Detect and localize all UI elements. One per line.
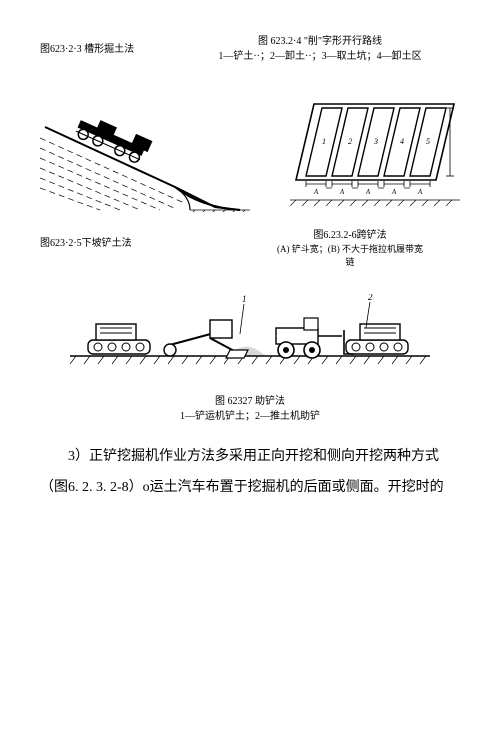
fig-6-23-2-7-title: 图 62327 助铲法: [40, 394, 460, 409]
figure-row-bottom: 12: [40, 294, 460, 374]
svg-text:A: A: [313, 188, 319, 196]
svg-text:2: 2: [368, 294, 373, 302]
figure-row-mid: 1 2 3 4 5 A A A A A: [40, 92, 460, 212]
document-page: 图623·2·3 槽形掘土法 图 623.2·4 "削"字形开行路线 1—铲土·…: [0, 0, 500, 736]
svg-text:A: A: [339, 188, 345, 196]
fig-6-23-2-4-title: 图 623.2·4 "削"字形开行路线: [180, 34, 460, 49]
fig-6-23-2-5-caption: 图623·2·5下坡铲土法: [40, 228, 240, 251]
fig-6-23-2-6-title: 图6.23.2-6跨铲法: [240, 228, 460, 243]
fig-assist-scoop: 12: [70, 294, 430, 374]
svg-text:4: 4: [400, 137, 404, 146]
fig-6-23-2-3-caption: 图623·2·3 槽形掘土法: [40, 34, 180, 57]
svg-text:1: 1: [242, 294, 247, 304]
fig-cross-scoop: 1 2 3 4 5 A A A A A: [290, 92, 460, 212]
svg-text:3: 3: [373, 137, 378, 146]
paragraph-2: （图6. 2. 3. 2-8）o运土汽车布置于挖掘机的后面或侧面。开挖时的: [40, 473, 460, 504]
caption-row-mid: 图623·2·5下坡铲土法 图6.23.2-6跨铲法 (A) 铲斗宽；(B) 不…: [40, 228, 460, 268]
fig-6-23-2-6-legend: (A) 铲斗宽；(B) 不大于拖拉机履带宽 链: [240, 243, 460, 268]
fig-6-23-2-7-legend: 1—铲运机铲土；2—推土机助铲: [40, 409, 460, 424]
fig-6-23-2-4-legend: 1—铲土··；2—卸土··；3—取土坑；4—卸土区: [180, 49, 460, 64]
paragraph-1: 3）正铲挖掘机作业方法多采用正向开挖和侧向开挖两种方式: [40, 442, 460, 473]
caption-row-top: 图623·2·3 槽形掘土法 图 623.2·4 "削"字形开行路线 1—铲土·…: [40, 34, 460, 64]
svg-text:1: 1: [322, 137, 326, 146]
svg-text:A: A: [417, 188, 423, 196]
svg-text:2: 2: [348, 137, 352, 146]
svg-text:5: 5: [426, 137, 430, 146]
svg-text:A: A: [391, 188, 397, 196]
fig-slope-scraper: [40, 92, 250, 212]
svg-text:A: A: [365, 188, 371, 196]
